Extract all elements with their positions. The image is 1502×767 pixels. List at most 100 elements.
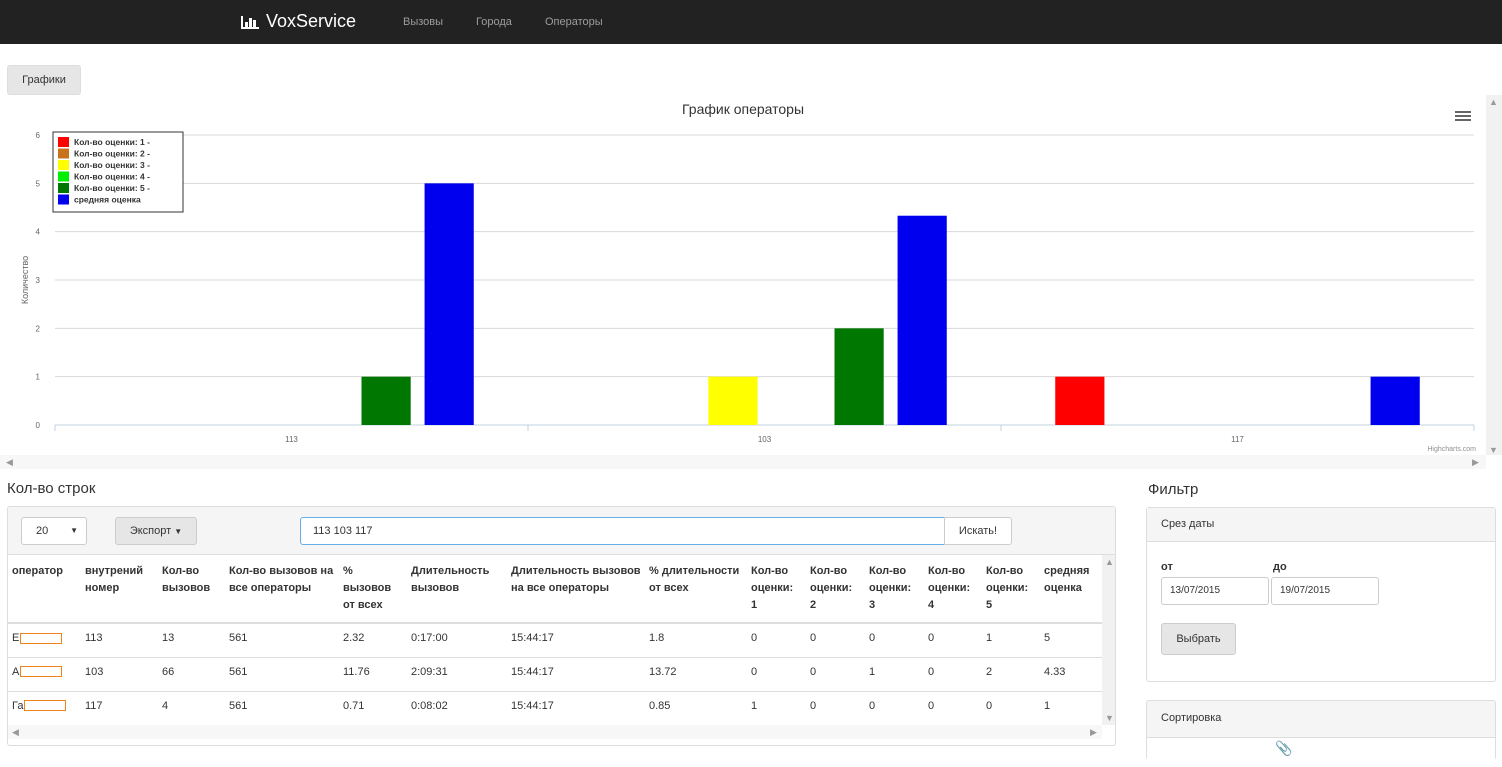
table-cell: 0:08:02 xyxy=(407,691,507,726)
paperclip-icon[interactable]: 📎 xyxy=(1275,740,1293,756)
table-cell: 561 xyxy=(225,623,339,658)
operator-cell: Га xyxy=(8,691,81,726)
scroll-right-icon[interactable]: ▶ xyxy=(1090,727,1097,737)
table-cell: 0 xyxy=(806,657,865,692)
scroll-up-icon[interactable]: ▲ xyxy=(1489,97,1498,107)
bar[interactable] xyxy=(361,376,411,425)
col-header[interactable]: средняя оценка xyxy=(1040,555,1102,624)
y-axis-label: Количество xyxy=(20,256,30,304)
legend-item[interactable]: Кол-во оценки: 5 - xyxy=(74,183,150,193)
table-cell: 2.32 xyxy=(339,623,407,658)
col-header[interactable]: Кол-во оценки: 4 xyxy=(924,555,982,624)
brand[interactable]: VoxService xyxy=(240,11,356,32)
table-cell: 15:44:17 xyxy=(507,691,645,726)
legend-swatch[interactable] xyxy=(58,137,69,147)
chart-credit[interactable]: Highcharts.com xyxy=(1427,446,1476,453)
caret-down-icon: ▼ xyxy=(70,526,78,535)
y-tick-label: 4 xyxy=(36,228,41,237)
legend-item[interactable]: Кол-во оценки: 4 - xyxy=(74,172,150,182)
legend-swatch[interactable] xyxy=(58,148,69,159)
col-header[interactable]: Кол-во вызовов на все операторы xyxy=(225,555,339,624)
col-header[interactable]: Длительность вызовов xyxy=(407,555,507,624)
chart-legend: Кол-во оценки: 1 -Кол-во оценки: 2 -Кол-… xyxy=(52,131,184,213)
operator-name: Га xyxy=(12,699,24,712)
bar[interactable] xyxy=(424,183,474,425)
redaction-box xyxy=(24,700,67,712)
y-tick-label: 3 xyxy=(36,276,41,285)
bar[interactable] xyxy=(897,215,947,425)
chart-menu-icon[interactable] xyxy=(1455,111,1471,121)
date-to-input[interactable]: 19/07/2015 xyxy=(1271,577,1379,605)
scroll-left-icon[interactable]: ◀ xyxy=(12,727,19,737)
chart-horizontal-scrollbar[interactable]: ◀ ▶ xyxy=(0,455,1486,469)
table-cell: 117 xyxy=(81,691,158,726)
col-header[interactable]: Кол-во вызовов xyxy=(158,555,225,624)
nav-calls[interactable]: Вызовы xyxy=(403,16,444,28)
table-cell: 1 xyxy=(747,691,806,726)
col-header[interactable]: % длительности от всех xyxy=(645,555,747,624)
page-size-select[interactable]: 20 ▼ xyxy=(21,517,87,545)
nav-operators[interactable]: Операторы xyxy=(545,16,603,28)
legend-swatch[interactable] xyxy=(58,183,69,193)
col-header[interactable]: Кол-во оценки: 2 xyxy=(806,555,865,624)
table-cell: 1 xyxy=(865,657,924,692)
bar[interactable] xyxy=(1055,376,1105,425)
scroll-down-icon[interactable]: ▼ xyxy=(1489,445,1498,455)
table-row[interactable]: А 103 66 561 11.76 2:09:31 15:44:17 13.72 0 0 1 0 2 4… xyxy=(8,657,1102,692)
table-cell: 2 xyxy=(982,657,1040,692)
scroll-up-icon[interactable]: ▲ xyxy=(1105,557,1114,567)
search-input[interactable]: 113 103 117 xyxy=(300,517,945,545)
table-cell: 0 xyxy=(747,657,806,692)
legend-box xyxy=(52,131,184,213)
table-cell: 15:44:17 xyxy=(507,657,645,692)
table-cell: 0 xyxy=(806,691,865,726)
date-filter-panel: Срез даты от до 13/07/2015 19/07/2015 Вы… xyxy=(1146,507,1496,682)
table-cell: 0 xyxy=(865,623,924,658)
table-cell: 13.72 xyxy=(645,657,747,692)
bar[interactable] xyxy=(1370,376,1420,425)
export-button[interactable]: Экспорт ▼ xyxy=(115,517,197,545)
y-tick-label: 5 xyxy=(36,179,41,188)
scroll-right-icon[interactable]: ▶ xyxy=(1472,457,1479,467)
legend-item[interactable]: средняя оценка xyxy=(74,195,141,205)
caret-down-icon: ▼ xyxy=(174,527,183,536)
col-header[interactable]: Кол-во оценки: 5 xyxy=(982,555,1040,624)
table-horizontal-scrollbar[interactable]: ◀ ▶ xyxy=(8,725,1102,739)
scroll-left-icon[interactable]: ◀ xyxy=(6,457,13,467)
bar[interactable] xyxy=(708,376,758,425)
table-row[interactable]: Е 113 13 561 2.32 0:17:00 15:44:17 1.8 0 0 0 0 1 5 xyxy=(8,623,1102,658)
charts-button[interactable]: Графики xyxy=(7,65,81,95)
legend-swatch[interactable] xyxy=(58,160,69,170)
date-from-input[interactable]: 13/07/2015 xyxy=(1161,577,1269,605)
x-tick-label: 117 xyxy=(1231,435,1244,444)
table-cell: 1 xyxy=(1040,691,1102,726)
choose-button[interactable]: Выбрать xyxy=(1161,623,1236,655)
table-row[interactable]: Га 117 4 561 0.71 0:08:02 15:44:17 0.85 1 0 0 0 0 1 xyxy=(8,691,1102,726)
navbar: VoxService Вызовы Города Операторы xyxy=(0,0,1502,44)
bar-chart-icon xyxy=(240,14,260,30)
col-header[interactable]: оператор xyxy=(8,555,81,624)
scroll-down-icon[interactable]: ▼ xyxy=(1105,713,1114,723)
operator-name: Е xyxy=(12,632,20,644)
y-tick-label: 1 xyxy=(36,373,41,382)
table-vertical-scrollbar[interactable]: ▲ ▼ xyxy=(1102,555,1115,725)
col-header[interactable]: внутрений номер xyxy=(81,555,158,624)
col-header[interactable]: Кол-во оценки: 1 xyxy=(747,555,806,624)
table-cell: 66 xyxy=(158,657,225,692)
bar[interactable] xyxy=(834,328,884,425)
legend-item[interactable]: Кол-во оценки: 2 - xyxy=(74,149,150,159)
legend-swatch[interactable] xyxy=(58,194,69,205)
operators-table: оператор внутрений номер Кол-во вызовов … xyxy=(8,555,1102,726)
search-button[interactable]: Искать! xyxy=(944,517,1012,545)
legend-swatch[interactable] xyxy=(58,171,69,182)
nav-cities[interactable]: Города xyxy=(476,16,512,28)
table-cell: 0 xyxy=(865,691,924,726)
to-label: до xyxy=(1273,561,1287,573)
table-cell: 5 xyxy=(1040,623,1102,658)
col-header[interactable]: % вызовов от всех xyxy=(339,555,407,624)
legend-item[interactable]: Кол-во оценки: 1 - xyxy=(74,137,150,147)
col-header[interactable]: Длительность вызовов на все операторы xyxy=(507,555,645,624)
legend-item[interactable]: Кол-во оценки: 3 - xyxy=(74,160,150,170)
col-header[interactable]: Кол-во оценки: 3 xyxy=(865,555,924,624)
chart-vertical-scrollbar[interactable]: ▲ ▼ xyxy=(1486,95,1502,455)
